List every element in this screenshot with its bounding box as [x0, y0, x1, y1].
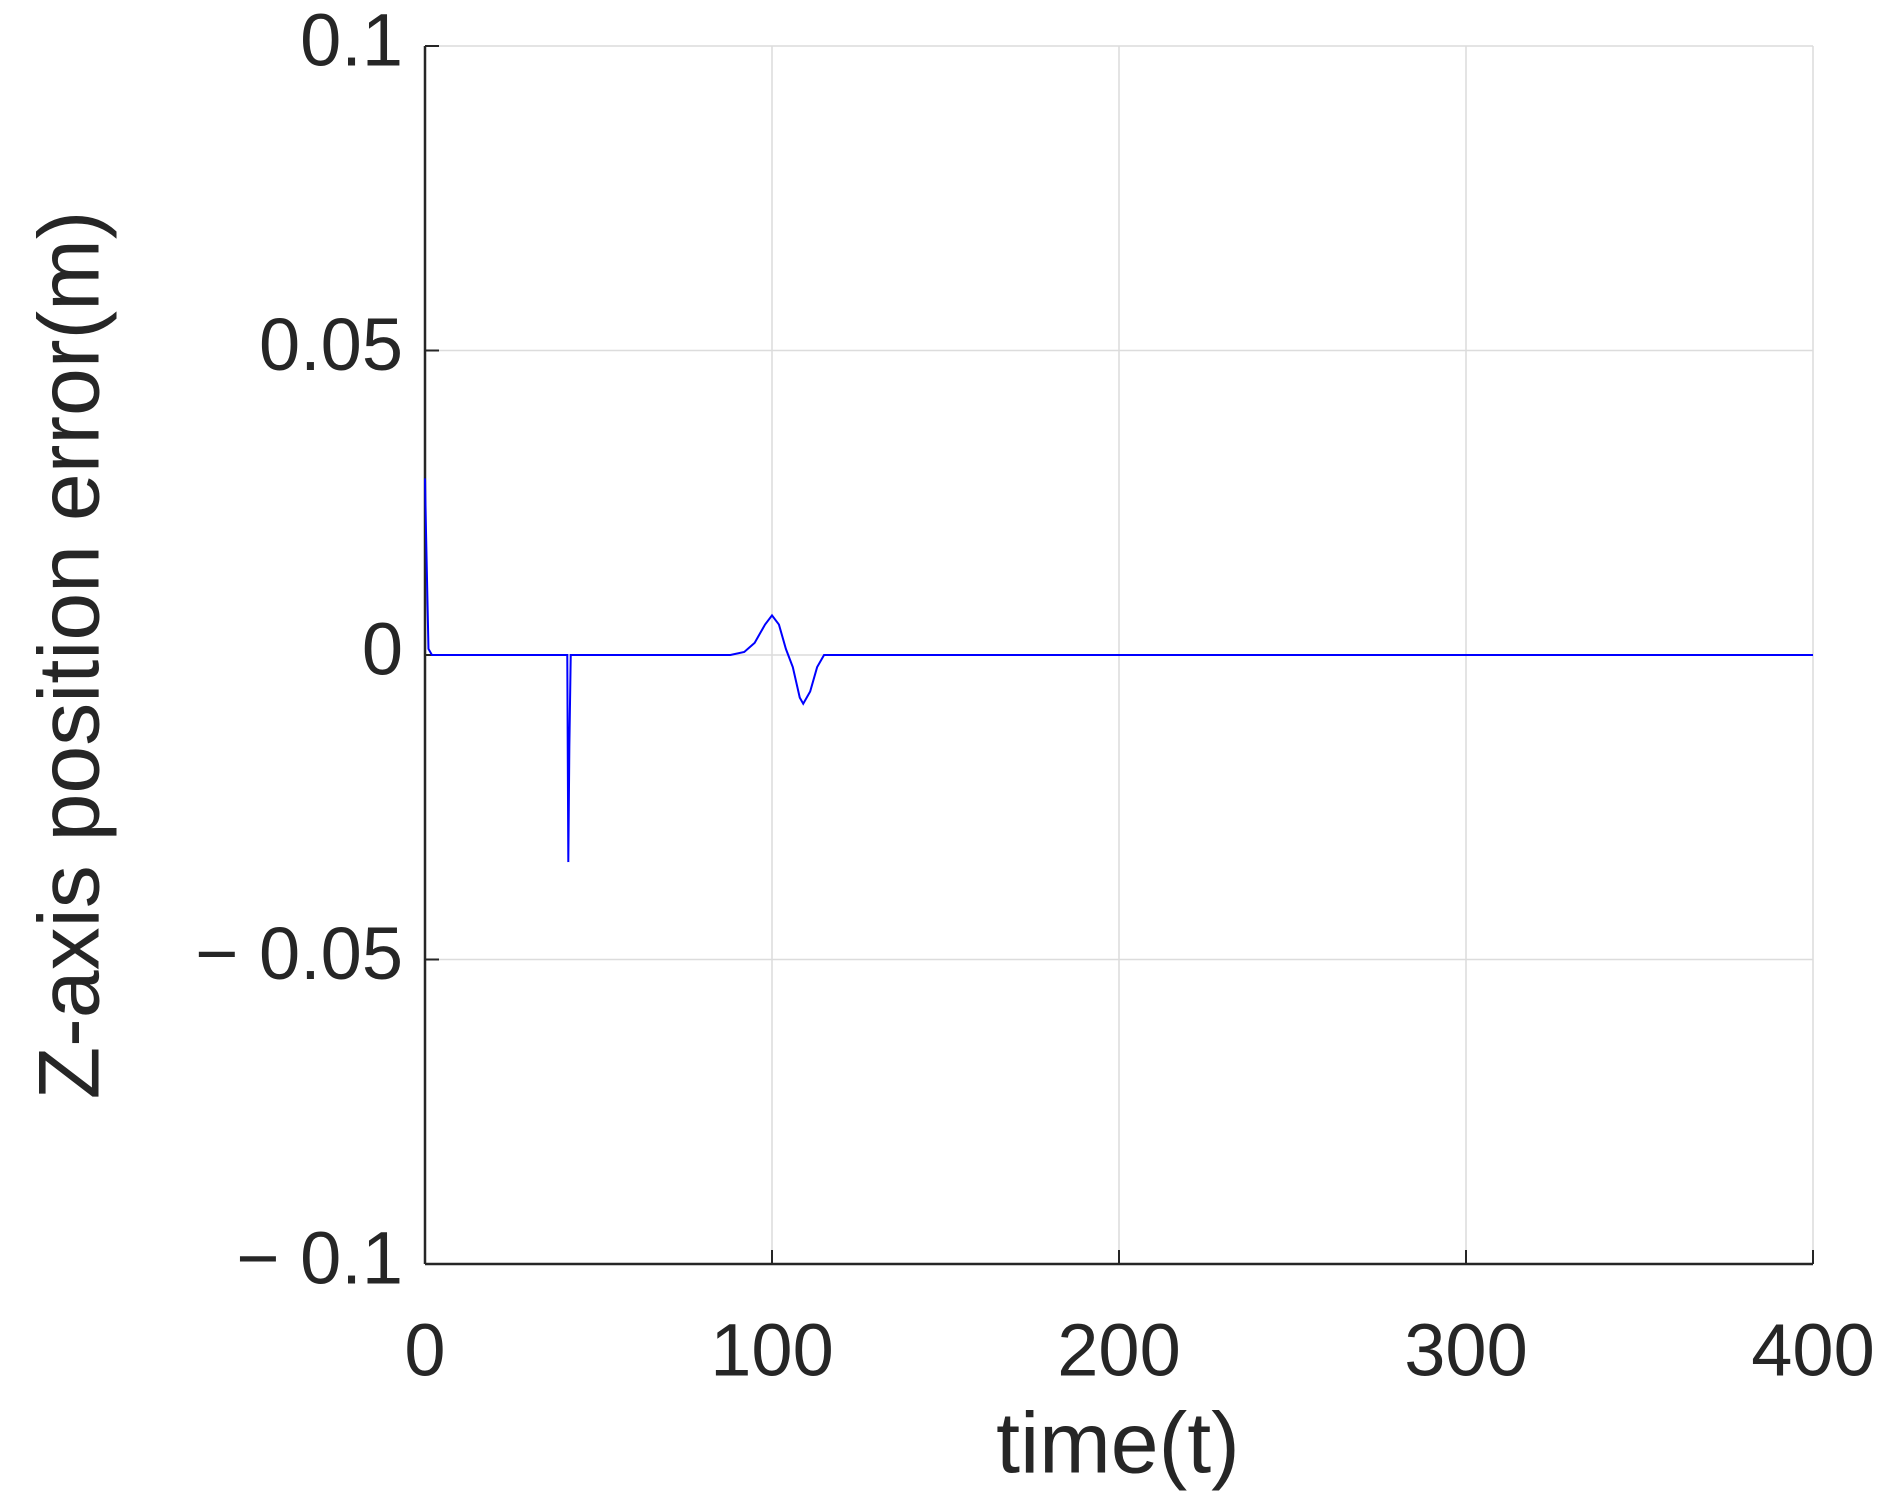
- x-tick-label: 200: [1057, 1309, 1180, 1392]
- x-axis-label: time(t): [996, 1396, 1240, 1492]
- y-tick-label: − 0.1: [236, 1217, 403, 1300]
- y-tick-label: 0: [362, 608, 403, 691]
- y-tick-label: − 0.05: [195, 912, 403, 995]
- x-tick-label: 300: [1404, 1309, 1527, 1392]
- y-tick-label: 0.1: [300, 0, 403, 82]
- data-line: [424, 478, 1813, 863]
- x-tick-label: 0: [404, 1309, 445, 1392]
- y-axis-label: Z-axis position error(m): [22, 211, 118, 1100]
- x-tick-label: 100: [710, 1309, 833, 1392]
- y-tick-label: 0.05: [259, 303, 403, 386]
- x-tick-label: 400: [1751, 1309, 1874, 1392]
